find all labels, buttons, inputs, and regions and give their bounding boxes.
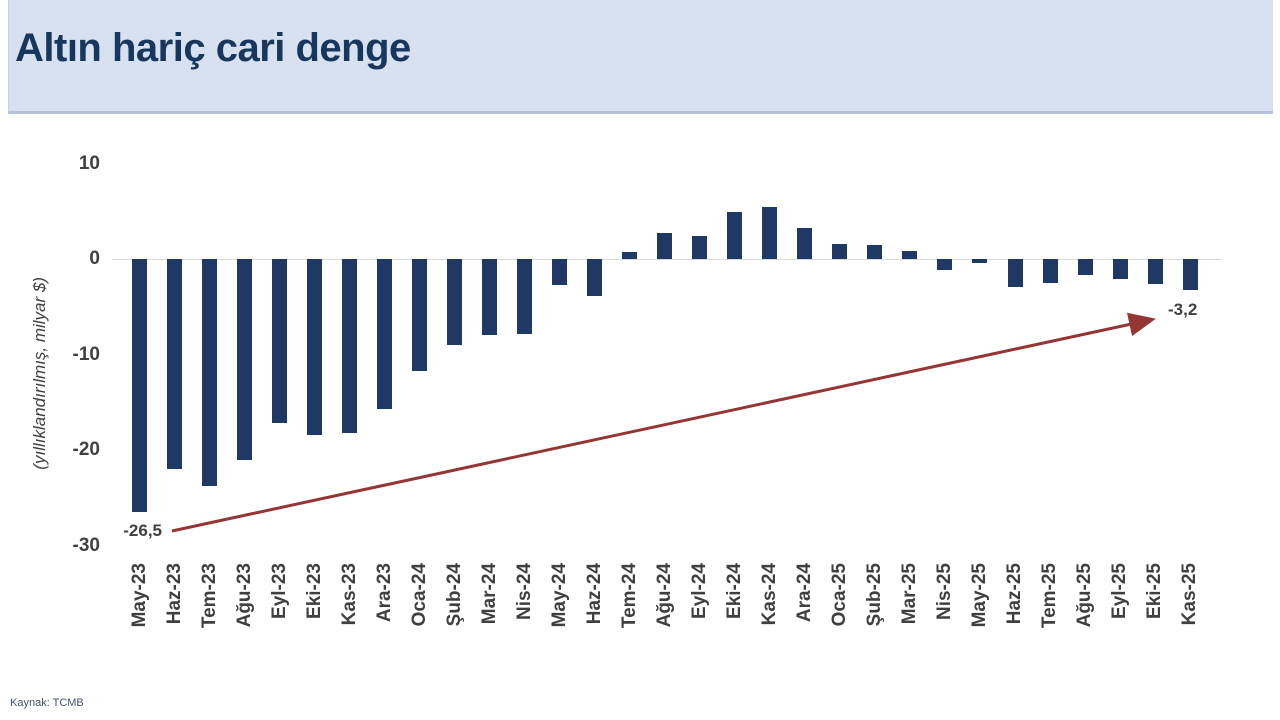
x-label-Eki-24: Eki-24: [723, 563, 745, 619]
bar-Eki-23: [307, 259, 323, 435]
trend-arrow: [171, 312, 1156, 533]
x-label-Eyl-25: Eyl-25: [1109, 563, 1131, 619]
data-label-last: -3,2: [1168, 300, 1198, 319]
x-label-Şub-24: Şub-24: [443, 563, 465, 627]
x-label-Haz-23: Haz-23: [163, 563, 185, 625]
bar-Ara-24: [797, 228, 813, 259]
x-label-Nis-25: Nis-25: [933, 563, 955, 621]
bar-Kas-23: [342, 259, 358, 433]
x-label-Eki-25: Eki-25: [1144, 563, 1166, 619]
x-label-Ağu-24: Ağu-24: [653, 563, 675, 628]
bar-May-24: [552, 259, 568, 285]
x-label-Haz-24: Haz-24: [583, 563, 605, 625]
x-label-May-24: May-24: [548, 563, 570, 628]
x-label-Mar-24: Mar-24: [478, 563, 500, 625]
bar-Eyl-25: [1112, 259, 1128, 280]
y-tick--20: -20: [72, 439, 100, 460]
x-label-Kas-23: Kas-23: [338, 563, 360, 626]
x-label-Haz-25: Haz-25: [1004, 563, 1025, 625]
chart-title-band: Altın hariç cari denge: [8, 0, 1273, 114]
bar-Oca-25: [832, 243, 848, 259]
source-note: Kaynak: TCMB: [10, 697, 84, 709]
chart-area: 10 0 -10 -20 -30 May-23 Haz-23 Tem-23 Ağu-23 Eyl…: [0, 114, 1280, 720]
bar-Haz-24: [587, 259, 603, 297]
bar-Eki-24: [727, 212, 743, 259]
x-label-Ara-23: Ara-23: [373, 563, 395, 623]
bar-Eki-25: [1147, 259, 1163, 284]
x-label-Oca-24: Oca-24: [408, 563, 430, 627]
bar-Şub-24: [447, 259, 463, 345]
bar-Eyl-23: [272, 259, 288, 424]
x-label-Eyl-23: Eyl-23: [268, 563, 290, 619]
bar-Tem-25: [1042, 259, 1058, 283]
bar-Şub-25: [867, 244, 883, 259]
bar-Kas-24: [762, 207, 778, 259]
x-label-Tem-25: Tem-25: [1039, 563, 1061, 629]
bar-Kas-25: [1182, 259, 1198, 290]
x-label-Kas-24: Kas-24: [758, 563, 780, 626]
bar-Mar-24: [482, 259, 498, 336]
y-tick--30: -30: [72, 534, 100, 556]
x-label-Nis-24: Nis-24: [513, 563, 535, 621]
bar-Tem-24: [622, 252, 638, 259]
bar-Haz-25: [1007, 259, 1023, 287]
bar-Nis-24: [517, 259, 533, 335]
bar-Ağu-24: [657, 233, 673, 259]
bar-Tem-23: [202, 259, 218, 487]
bar-Eyl-24: [692, 236, 708, 259]
bar-Haz-23: [167, 259, 183, 470]
x-label-Eyl-24: Eyl-24: [688, 563, 710, 619]
bar-Ara-23: [377, 259, 393, 409]
bar-Ağu-25: [1077, 259, 1093, 276]
y-axis-title: (yıllıklandırılmış, milyar $): [30, 277, 49, 470]
x-label-Kas-25: Kas-25: [1179, 563, 1201, 626]
bar-May-23: [132, 259, 147, 513]
x-label-Ağu-25: Ağu-25: [1074, 563, 1096, 628]
data-label-first: -26,5: [123, 521, 162, 540]
x-label-Oca-25: Oca-25: [828, 563, 850, 627]
bar-Nis-25: [937, 259, 953, 270]
bar-Oca-24: [412, 259, 428, 371]
x-label-Tem-24: Tem-24: [618, 563, 640, 629]
bar-May-25: [972, 259, 988, 263]
x-label-Şub-25: Şub-25: [863, 563, 885, 627]
y-tick-0: 0: [89, 248, 100, 269]
x-label-Eki-23: Eki-23: [303, 563, 325, 619]
x-label-Ağu-23: Ağu-23: [233, 563, 255, 628]
x-label-May-25: May-25: [968, 563, 990, 628]
y-tick-10: 10: [78, 152, 100, 174]
x-label-Tem-23: Tem-23: [198, 563, 220, 629]
x-label-Mar-25: Mar-25: [898, 563, 920, 625]
page-title: Altın hariç cari denge: [15, 26, 411, 70]
x-label-May-23: May-23: [128, 563, 150, 628]
x-label-Ara-24: Ara-24: [793, 563, 815, 623]
bar-Mar-25: [902, 251, 918, 259]
bar-Ağu-23: [237, 259, 253, 460]
zero-axis-line: [112, 259, 1222, 260]
y-tick--10: -10: [72, 343, 100, 365]
